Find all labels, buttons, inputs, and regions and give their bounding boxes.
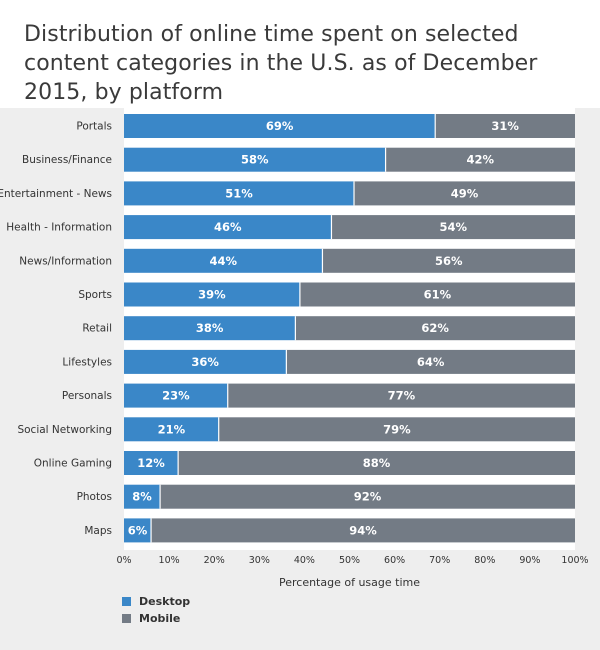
category-label-entertainment-news: Entertainment - News [0, 188, 112, 200]
bar-mobile-photos[interactable] [160, 484, 575, 509]
category-label-maps: Maps [84, 525, 112, 537]
data-label-desktop-retail: 38% [196, 321, 224, 335]
data-label-desktop-sports: 39% [198, 288, 226, 302]
bar-mobile-sports[interactable] [299, 282, 575, 307]
category-label-retail: Retail [82, 323, 112, 335]
x-tick-label-30: 30% [249, 555, 270, 566]
x-tick-label-80: 80% [474, 555, 495, 566]
bar-mobile-health-information[interactable] [331, 215, 575, 240]
x-tick-labels-layer: 0% 10% 20% 30% 40% 50% 60% 70% 80% 90% 100% [116, 555, 588, 566]
bar-mobile-maps[interactable] [151, 518, 575, 543]
chart-legend: Desktop Mobile [122, 593, 190, 627]
chart-title: Distribution of online time spent on sel… [24, 22, 538, 105]
bar-desktop-news-information[interactable] [124, 248, 323, 273]
data-label-mobile-retail: 62% [421, 321, 449, 335]
category-labels-layer: Portals Business/Finance Entertainment - N… [0, 121, 112, 537]
bar-desktop-health-information[interactable] [124, 215, 332, 240]
data-label-mobile-personals: 77% [388, 389, 416, 403]
data-label-mobile-health-information: 54% [439, 220, 467, 234]
legend-swatch-mobile [122, 614, 131, 623]
x-tick-label-100: 100% [561, 555, 588, 566]
data-label-desktop-online-gaming: 12% [137, 456, 165, 470]
bar-desktop-portals[interactable] [124, 114, 436, 138]
x-tick-label-40: 40% [294, 555, 315, 566]
data-label-desktop-business-finance: 58% [241, 153, 269, 167]
data-label-mobile-lifestyles: 64% [417, 355, 445, 369]
x-tick-label-50: 50% [339, 555, 360, 566]
bar-desktop-retail[interactable] [124, 316, 296, 341]
data-label-desktop-portals: 69% [266, 119, 294, 133]
data-label-mobile-entertainment-news: 49% [451, 186, 479, 200]
data-label-mobile-photos: 92% [354, 490, 382, 504]
x-tick-label-20: 20% [204, 555, 225, 566]
category-label-news-information: News/Information [19, 255, 112, 267]
category-label-portals: Portals [76, 121, 112, 133]
category-label-health-information: Health - Information [6, 222, 112, 234]
category-label-social-networking: Social Networking [17, 424, 112, 436]
data-label-desktop-health-information: 46% [214, 220, 242, 234]
data-label-mobile-online-gaming: 88% [363, 456, 391, 470]
legend-item-desktop[interactable]: Desktop [122, 593, 190, 610]
data-label-mobile-portals: 31% [491, 119, 519, 133]
bar-mobile-retail[interactable] [295, 316, 575, 341]
x-tick-label-90: 90% [519, 555, 540, 566]
category-label-sports: Sports [78, 289, 112, 301]
data-label-desktop-social-networking: 21% [158, 422, 186, 436]
legend-label-desktop: Desktop [139, 595, 191, 608]
data-label-mobile-business-finance: 42% [467, 153, 495, 167]
bar-desktop-sports[interactable] [124, 282, 300, 307]
bar-mobile-social-networking[interactable] [218, 417, 575, 442]
bar-desktop-social-networking[interactable] [124, 417, 219, 442]
x-tick-label-0: 0% [116, 555, 131, 566]
category-label-business-finance: Business/Finance [22, 154, 112, 166]
bar-mobile-business-finance[interactable] [385, 147, 575, 172]
bar-mobile-entertainment-news[interactable] [354, 181, 575, 206]
data-label-mobile-social-networking: 79% [383, 422, 411, 436]
legend-item-mobile[interactable]: Mobile [122, 610, 190, 627]
x-tick-label-60: 60% [384, 555, 405, 566]
data-label-mobile-maps: 94% [349, 523, 377, 537]
data-labels-layer: 69% 31% 58% 42% 51% 49% 46% 54% 44% 56% 39% 61% 38% 6… [128, 119, 520, 537]
bar-desktop-maps[interactable] [124, 518, 152, 543]
data-label-desktop-photos: 8% [132, 490, 152, 504]
bar-desktop-lifestyles[interactable] [124, 349, 287, 374]
data-label-mobile-sports: 61% [424, 288, 452, 302]
bar-desktop-personals[interactable] [124, 383, 228, 408]
category-label-online-gaming: Online Gaming [34, 458, 112, 470]
data-label-desktop-news-information: 44% [209, 254, 237, 268]
data-label-desktop-entertainment-news: 51% [225, 186, 253, 200]
bar-mobile-lifestyles[interactable] [286, 349, 575, 374]
bar-mobile-online-gaming[interactable] [178, 451, 575, 475]
data-label-mobile-news-information: 56% [435, 254, 463, 268]
data-label-desktop-personals: 23% [162, 389, 190, 403]
category-label-photos: Photos [77, 491, 112, 503]
data-label-desktop-maps: 6% [128, 523, 148, 537]
bar-mobile-news-information[interactable] [322, 248, 575, 273]
bar-desktop-photos[interactable] [124, 484, 161, 509]
category-label-lifestyles: Lifestyles [62, 356, 112, 368]
x-tick-label-10: 10% [159, 555, 180, 566]
x-axis-title: Percentage of usage time [279, 576, 420, 589]
bars-layer [124, 114, 576, 543]
bar-mobile-personals[interactable] [227, 383, 576, 408]
category-label-personals: Personals [62, 390, 112, 402]
bar-desktop-entertainment-news[interactable] [124, 181, 355, 206]
bar-mobile-portals[interactable] [435, 114, 575, 138]
bar-desktop-online-gaming[interactable] [124, 451, 179, 475]
legend-swatch-desktop [122, 597, 131, 606]
legend-label-mobile: Mobile [139, 612, 181, 625]
x-tick-label-70: 70% [429, 555, 450, 566]
data-label-desktop-lifestyles: 36% [191, 355, 219, 369]
bar-desktop-business-finance[interactable] [124, 147, 386, 172]
